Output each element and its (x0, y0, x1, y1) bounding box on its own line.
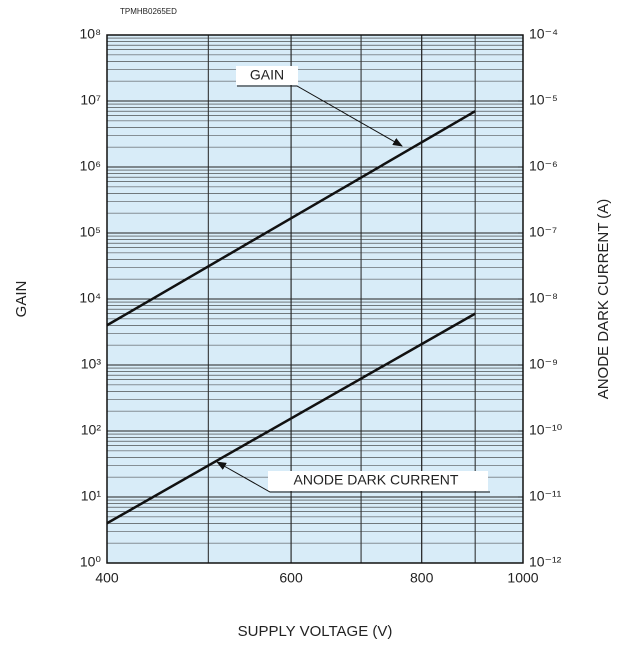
x-axis-label: SUPPLY VOLTAGE (V) (238, 623, 393, 640)
y2-tick-label: 10⁻⁴ (529, 26, 558, 42)
y2-tick-label: 10⁻⁵ (529, 92, 558, 108)
y-tick-label: 10¹ (81, 488, 102, 504)
y2-tick-label: 10⁻⁸ (529, 290, 558, 306)
x-tick-label: 600 (279, 570, 303, 586)
y2-tick-label: 10⁻⁷ (529, 224, 557, 240)
annotation-arrow (237, 85, 403, 147)
y-tick-label: 10⁸ (80, 26, 102, 42)
y2-tick-label: 10⁻¹⁰ (529, 422, 563, 438)
annotation-box (236, 66, 298, 85)
annotation-dark-current: ANODE DARK CURRENT (294, 472, 459, 488)
figure-code: TPMHB0265ED (120, 7, 177, 16)
x-tick-label: 400 (95, 570, 119, 586)
y-tick-label: 10⁴ (79, 290, 101, 306)
annotation-arrow (216, 461, 490, 493)
y2-tick-label: 10⁻⁹ (529, 356, 558, 372)
y-tick-label: 10² (81, 422, 102, 438)
y2-axis-label: ANODE DARK CURRENT (A) (595, 199, 612, 400)
y-tick-label: 10⁶ (80, 158, 101, 174)
y-axis-label: GAIN (13, 281, 30, 318)
x-tick-label: 800 (410, 570, 434, 586)
series-line (106, 110, 476, 327)
y-tick-label: 10⁷ (80, 92, 101, 108)
x-tick-label: 1000 (507, 570, 538, 586)
y-tick-label: 10⁵ (80, 224, 101, 240)
y-tick-label: 10⁰ (80, 554, 102, 570)
y2-tick-label: 10⁻⁶ (529, 158, 558, 174)
y2-tick-label: 10⁻¹¹ (529, 488, 562, 504)
annotation-box (268, 471, 488, 491)
y-tick-label: 10³ (81, 356, 102, 372)
y2-tick-label: 10⁻¹² (529, 554, 562, 570)
annotation-gain: GAIN (250, 67, 284, 83)
series-line (106, 312, 476, 525)
